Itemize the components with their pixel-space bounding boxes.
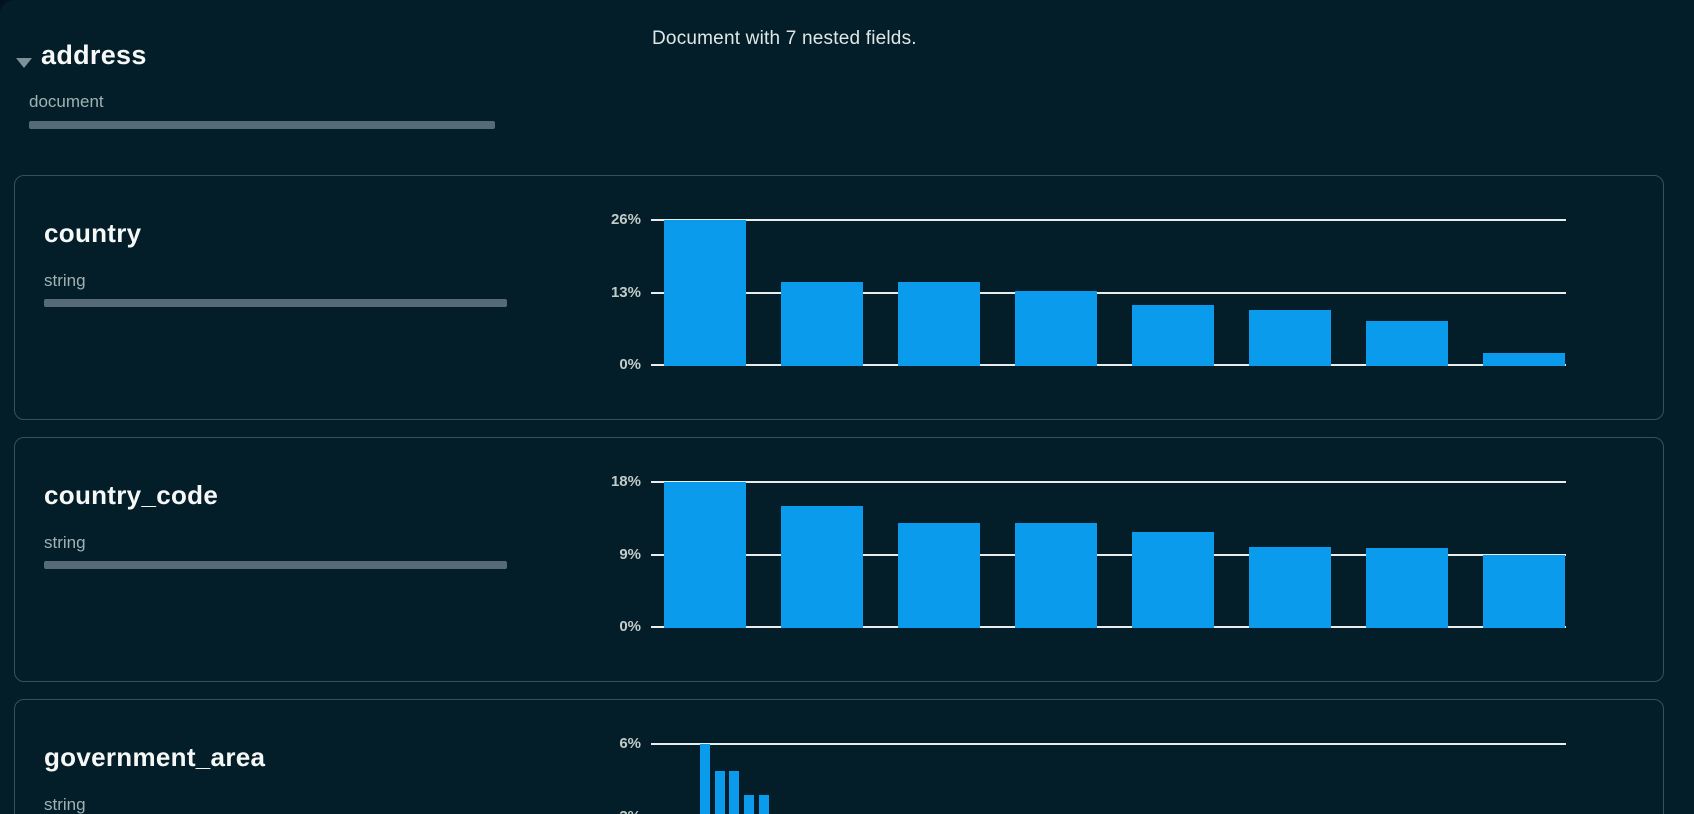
chart-bar[interactable]: [758, 794, 769, 814]
chart-bar[interactable]: [1483, 352, 1565, 366]
chart-bar[interactable]: [1249, 547, 1331, 628]
axis-tick-label: 3%: [561, 808, 641, 814]
gridline: [651, 626, 1566, 628]
chart-bar[interactable]: [1015, 523, 1097, 628]
field-card-country: country string 26% 13% 0%: [14, 175, 1664, 420]
chart-bar[interactable]: [664, 482, 746, 628]
field-name: country: [44, 218, 142, 248]
axis-tick-label: 0%: [619, 356, 641, 373]
gridline: [651, 553, 1566, 556]
axis-tick-label: 9%: [619, 545, 641, 563]
chart-bar[interactable]: [781, 281, 863, 366]
axis-tick-label: 0%: [619, 618, 641, 635]
gridline: [651, 219, 1566, 221]
type-distribution-bar: [44, 299, 507, 307]
expanded-field-type: document: [29, 92, 104, 111]
chart-bar[interactable]: [1366, 320, 1448, 366]
axis-tick-label: 13%: [610, 283, 641, 301]
chart-bar[interactable]: [1132, 305, 1214, 366]
field-type: string: [44, 271, 86, 290]
chart-bar[interactable]: [1483, 554, 1565, 628]
chart-bar[interactable]: [729, 770, 740, 814]
chart-bar[interactable]: [700, 744, 710, 814]
gridline: [651, 743, 1566, 745]
axis-tick-label: 26%: [610, 211, 641, 228]
type-distribution-bar: [44, 561, 507, 569]
type-distribution-bar: [29, 121, 495, 129]
gridline: [651, 481, 1566, 483]
axis-tick-label: 6%: [619, 735, 641, 752]
field-name: country_code: [44, 480, 219, 510]
chart-bar[interactable]: [1366, 548, 1448, 628]
expanded-field-name: address: [41, 40, 147, 70]
collapse-caret-icon[interactable]: [16, 58, 32, 68]
chart-bar[interactable]: [898, 281, 980, 366]
field-type: string: [44, 795, 86, 814]
chart-bar[interactable]: [714, 770, 725, 814]
nested-fields-note: Document with 7 nested fields.: [652, 28, 917, 49]
axis-tick-label: 18%: [610, 473, 641, 490]
gridline: [651, 291, 1566, 294]
chart-bar[interactable]: [744, 794, 755, 814]
chart-bar[interactable]: [664, 220, 746, 366]
chart-bar[interactable]: [1015, 291, 1097, 366]
gridline: [651, 364, 1566, 366]
chart-bar[interactable]: [1132, 531, 1214, 628]
chart-bar[interactable]: [1249, 309, 1331, 366]
field-name: government_area: [44, 742, 266, 772]
field-type: string: [44, 533, 86, 552]
chart-bar[interactable]: [781, 506, 863, 628]
chart-bar[interactable]: [898, 523, 980, 628]
